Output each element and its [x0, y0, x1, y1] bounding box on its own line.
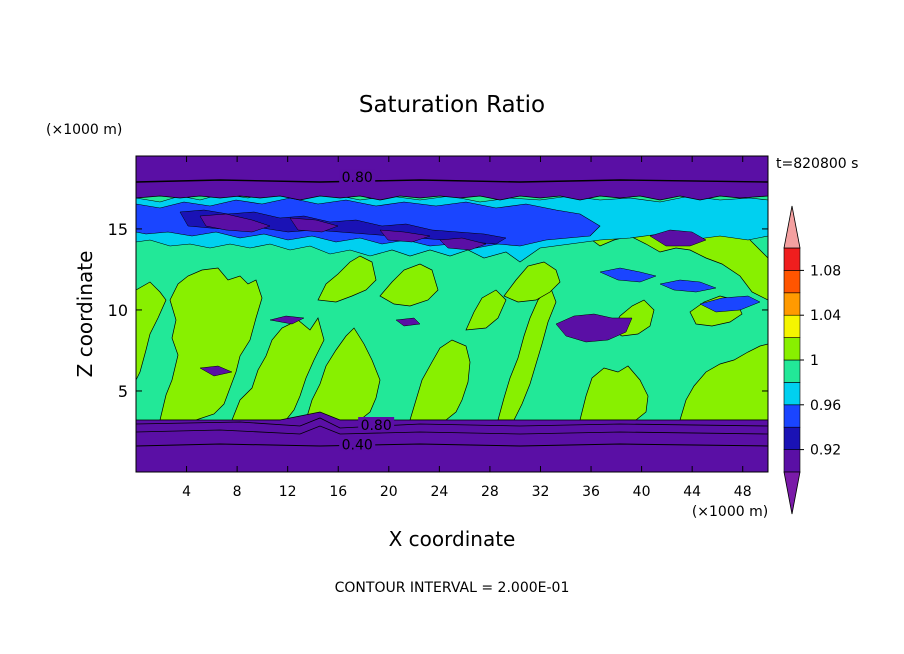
x-tick-label: 44 — [683, 484, 701, 500]
colorbar-over-arrow — [783, 205, 801, 249]
contour-label: 0.80 — [342, 170, 373, 186]
x-tick-label: 4 — [182, 484, 191, 500]
x-tick-label: 20 — [380, 484, 398, 500]
colorbar-tick-label: 1.04 — [810, 308, 841, 324]
contour-line-upper — [136, 179, 768, 183]
region-lower-dry-layer — [136, 411, 768, 472]
colorbar-swatch — [783, 404, 801, 428]
y-tick-label: 5 — [118, 382, 128, 401]
contour-label: 0.40 — [342, 437, 373, 453]
x-tick-label: 12 — [279, 484, 297, 500]
colorbar-tick-label: 1.08 — [810, 263, 841, 279]
contour-label-bg — [339, 169, 376, 184]
x-tick-label: 32 — [532, 484, 550, 500]
colorbar-swatch — [783, 292, 801, 316]
y-tick-label: 10 — [108, 301, 128, 320]
colorbar-swatch — [783, 359, 801, 383]
colorbar-swatch — [783, 426, 801, 450]
x-axis-ticks: 4 8 12 16 20 24 28 32 36 40 44 48 — [182, 156, 752, 500]
contour-label: 0.80 — [361, 418, 392, 434]
colorbar-under-arrow — [783, 471, 801, 515]
colorbar-swatch — [783, 314, 801, 338]
x-tick-label: 8 — [233, 484, 242, 500]
contour-label-bg — [339, 436, 376, 451]
colorbar-swatch — [783, 449, 801, 473]
x-tick-label: 16 — [329, 484, 347, 500]
colorbar-swatch — [783, 247, 801, 271]
contour-labels: 0.80 0.80 0.40 — [339, 169, 395, 453]
contour-label-bg — [358, 417, 395, 432]
x-unit-label: (×1000 m) — [692, 504, 768, 520]
colorbar-tick-label: 0.96 — [810, 398, 841, 414]
colorbar-swatch — [783, 337, 801, 361]
y-axis-title: Z coordinate — [73, 251, 97, 378]
plot-frame — [135, 155, 769, 473]
contour-interval-footer: CONTOUR INTERVAL = 2.000E-01 — [335, 580, 570, 596]
x-tick-label: 48 — [734, 484, 752, 500]
dry-pockets — [199, 213, 707, 377]
x-tick-label: 40 — [633, 484, 651, 500]
y-tick-label: 15 — [108, 220, 128, 239]
colorbar-swatch — [783, 382, 801, 406]
x-tick-label: 36 — [582, 484, 600, 500]
x-tick-label: 28 — [481, 484, 499, 500]
colorbar-swatch — [783, 270, 801, 294]
time-label: t=820800 s — [776, 156, 858, 172]
x-axis-title: X coordinate — [389, 527, 516, 551]
x-tick-label: 24 — [430, 484, 448, 500]
region-upper-dry-layer — [136, 156, 768, 201]
chart-title: Saturation Ratio — [359, 92, 545, 118]
contour-line-lower-2 — [136, 443, 768, 447]
contour-line-lower-0 — [136, 417, 768, 429]
contour-line-lower-1 — [136, 425, 768, 435]
moist-streaks — [599, 267, 761, 313]
colorbar: 0.92 0.96 1 1.04 1.08 — [783, 205, 841, 515]
colorbar-tick-label: 1 — [810, 353, 819, 369]
y-unit-label: (×1000 m) — [46, 122, 122, 138]
colorbar-tick-label: 0.92 — [810, 443, 841, 459]
y-axis-ticks: 5 10 15 — [108, 220, 768, 401]
contour-field — [136, 156, 768, 472]
